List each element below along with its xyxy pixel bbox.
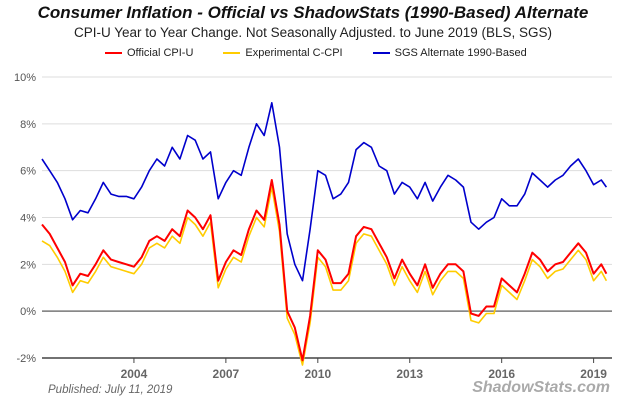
legend-item-sgs: SGS Alternate 1990-Based (372, 47, 527, 59)
y-tick-label: 2% (20, 259, 36, 271)
y-tick-label: 8% (20, 119, 36, 131)
y-tick-label: -2% (16, 353, 36, 365)
x-tick-label: 2007 (213, 367, 240, 381)
y-tick-label: 6% (20, 166, 36, 178)
legend-item-cpi: Official CPI-U (105, 47, 193, 59)
published-date: Published: July 11, 2019 (48, 384, 173, 396)
y-tick-label: 4% (20, 213, 36, 225)
x-tick-label: 2013 (396, 367, 423, 381)
y-tick-label: 10% (14, 72, 36, 84)
legend: Official CPI-U Experimental C-CPI SGS Al… (105, 47, 527, 59)
chart-subtitle: CPI-U Year to Year Change. Not Seasonall… (73, 25, 553, 40)
shadowstats-logo: ShadowStats.com (472, 379, 610, 396)
y-tick-label: 0% (20, 306, 36, 318)
series-line-cpi (41, 179, 608, 362)
legend-item-ccpi: Experimental C-CPI (223, 47, 343, 59)
x-tick-label: 2010 (304, 367, 331, 381)
series-line-ccpi (41, 186, 608, 366)
x-tick-label: 2016 (488, 367, 515, 381)
chart-title: Consumer Inflation - Official vs ShadowS… (37, 3, 589, 22)
x-tick-label: 2004 (121, 367, 148, 381)
x-tick-label: 2019 (580, 367, 607, 381)
series-line-sgs (41, 102, 608, 282)
